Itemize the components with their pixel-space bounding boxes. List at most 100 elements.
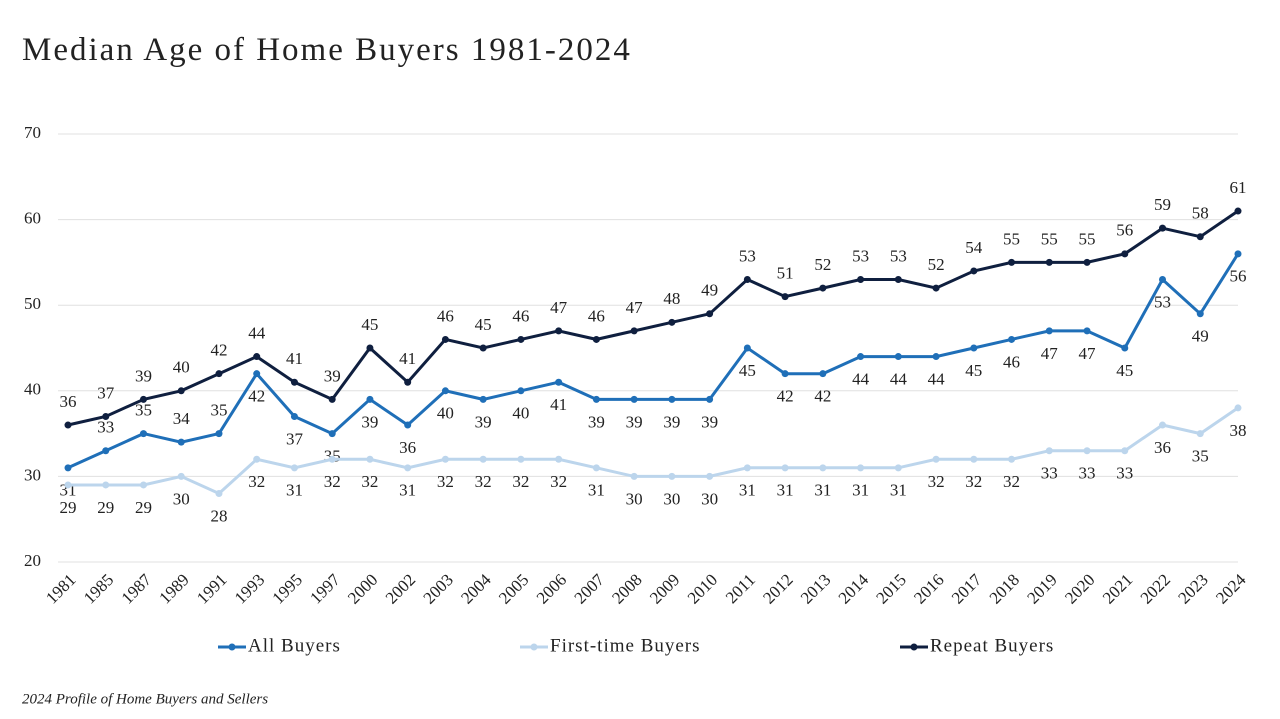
data-label: 48 [663, 289, 680, 308]
data-label: 32 [1003, 472, 1020, 491]
data-label: 46 [1003, 352, 1020, 371]
data-label: 31 [286, 481, 303, 500]
data-label: 39 [324, 366, 341, 385]
data-label: 47 [1079, 344, 1097, 363]
data-point [139, 481, 147, 489]
data-point [706, 395, 714, 403]
data-label: 56 [1230, 267, 1247, 286]
data-label: 42 [814, 387, 831, 406]
data-point [743, 344, 751, 352]
x-tick-label: 2017 [948, 570, 986, 608]
x-tick-label: 2015 [872, 570, 909, 607]
data-label: 44 [928, 369, 946, 388]
data-label: 46 [437, 306, 454, 325]
data-point [1196, 310, 1204, 318]
data-label: 52 [814, 255, 831, 274]
data-label: 40 [437, 404, 454, 423]
data-point [328, 395, 336, 403]
data-point [970, 267, 978, 275]
data-label: 39 [663, 412, 680, 431]
x-tick-label: 2014 [835, 570, 873, 608]
data-point [1159, 276, 1167, 284]
x-tick-label: 1987 [118, 570, 156, 608]
data-label: 39 [626, 412, 643, 431]
x-tick-label: 2008 [608, 570, 645, 607]
y-tick-label: 70 [24, 123, 41, 142]
data-point [64, 464, 72, 472]
data-point [1083, 447, 1091, 455]
data-label: 29 [60, 498, 77, 517]
x-tick-label: 1991 [193, 570, 230, 607]
data-point [592, 395, 600, 403]
y-tick-label: 50 [24, 294, 41, 313]
data-label: 54 [965, 238, 983, 257]
data-point [592, 335, 600, 343]
data-point [366, 455, 374, 463]
data-label: 42 [210, 341, 227, 360]
data-point [517, 335, 525, 343]
data-point [1045, 447, 1053, 455]
x-tick-label: 2003 [420, 570, 457, 607]
data-point [819, 284, 827, 292]
data-point [781, 464, 789, 472]
data-point [857, 353, 865, 361]
data-point [404, 421, 412, 429]
data-label: 49 [701, 281, 718, 300]
data-point [177, 387, 185, 395]
data-label: 31 [777, 481, 794, 500]
data-label: 30 [701, 489, 718, 508]
data-point [441, 455, 449, 463]
data-label: 39 [475, 412, 492, 431]
data-label: 55 [1003, 229, 1020, 248]
data-point [1159, 421, 1167, 429]
data-label: 32 [965, 472, 982, 491]
data-label: 45 [1116, 361, 1133, 380]
source-note: 2024 Profile of Home Buyers and Sellers [22, 691, 268, 707]
data-label: 53 [739, 246, 756, 265]
data-point [290, 412, 298, 420]
x-tick-label: 2009 [646, 570, 683, 607]
data-point [441, 387, 449, 395]
data-label: 61 [1230, 178, 1247, 197]
data-point [1159, 224, 1167, 232]
data-label: 32 [361, 472, 378, 491]
x-tick-label: 1981 [42, 570, 79, 607]
data-point [932, 284, 940, 292]
data-label: 46 [512, 306, 529, 325]
data-point [290, 464, 298, 472]
x-tick-label: 2018 [986, 570, 1023, 607]
data-point [668, 318, 676, 326]
data-point [328, 455, 336, 463]
data-label: 44 [248, 323, 266, 342]
data-point [555, 378, 563, 386]
data-label: 49 [1192, 327, 1209, 346]
data-point [1008, 335, 1016, 343]
data-label: 36 [60, 392, 77, 411]
x-tick-label: 2021 [1099, 570, 1136, 607]
x-tick-label: 2022 [1137, 570, 1174, 607]
data-point [743, 464, 751, 472]
data-point [555, 327, 563, 335]
data-label: 37 [286, 429, 304, 448]
data-label: 42 [248, 387, 265, 406]
data-label: 45 [361, 315, 378, 334]
data-label: 33 [97, 418, 114, 437]
data-label: 33 [1116, 464, 1133, 483]
x-tick-label: 2020 [1061, 570, 1098, 607]
data-point [404, 378, 412, 386]
data-point [743, 276, 751, 284]
data-point [215, 370, 223, 378]
legend-label: Repeat Buyers [930, 635, 1054, 656]
data-point [479, 395, 487, 403]
data-point [970, 455, 978, 463]
data-label: 41 [550, 395, 567, 414]
data-point [102, 412, 110, 420]
legend-marker [530, 643, 538, 651]
data-label: 29 [135, 498, 152, 517]
data-point [1234, 207, 1242, 215]
data-label: 44 [890, 369, 908, 388]
data-point [102, 481, 110, 489]
x-tick-label: 2004 [457, 570, 495, 608]
series-line [67, 209, 1239, 427]
data-label: 45 [739, 361, 756, 380]
